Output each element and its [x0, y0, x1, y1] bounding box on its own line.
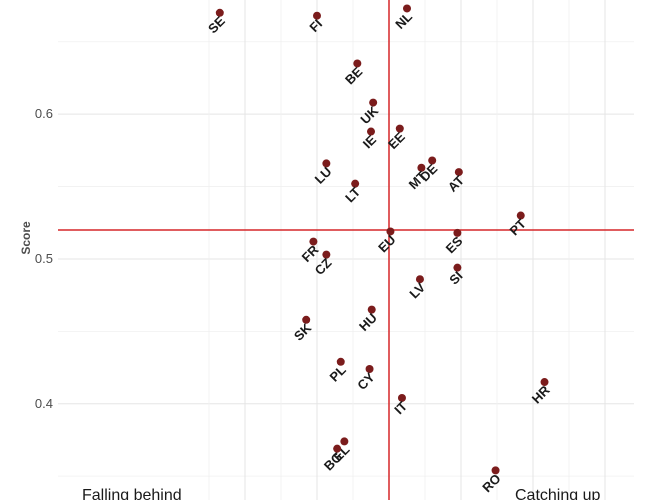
data-point-se	[215, 8, 224, 17]
corner-label-catching-up: Catching up	[515, 487, 600, 500]
data-point-el	[340, 437, 349, 446]
data-point-sk	[302, 315, 311, 324]
data-point-lt	[351, 179, 360, 188]
data-point-pl	[336, 357, 345, 366]
data-point-pt	[516, 211, 525, 220]
data-point-be	[353, 59, 362, 68]
data-point-hr	[540, 378, 549, 387]
data-point-mt	[417, 163, 426, 172]
y-axis-ticks: 0.4 0.5 0.6	[35, 106, 53, 411]
data-point-de	[428, 156, 437, 165]
gridlines	[58, 0, 634, 500]
data-point-ro	[491, 466, 500, 475]
data-point-hu	[367, 305, 376, 314]
data-point-uk	[369, 98, 378, 107]
data-point-fi	[313, 11, 321, 20]
data-point-si	[453, 263, 462, 272]
y-tick-label: 0.4	[35, 396, 53, 411]
y-axis-title: Score	[19, 221, 33, 255]
y-tick-label: 0.5	[35, 251, 53, 266]
data-point-fr	[309, 237, 318, 246]
data-point-cy	[365, 365, 374, 374]
reference-lines	[58, 0, 634, 500]
data-point-nl	[403, 4, 411, 13]
data-point-ie	[367, 127, 375, 136]
corner-label-falling-behind: Falling behind	[82, 487, 182, 500]
data-point-cz	[322, 250, 331, 259]
data-point-bg	[333, 444, 342, 453]
data-point-at	[454, 168, 463, 177]
data-point-it	[397, 393, 406, 402]
data-point-lv	[415, 275, 424, 284]
data-point-es	[453, 228, 462, 237]
data-point-eu	[386, 227, 395, 236]
data-point-ee	[395, 124, 404, 133]
data-point-lu	[322, 159, 331, 168]
y-tick-label: 0.6	[35, 106, 53, 121]
